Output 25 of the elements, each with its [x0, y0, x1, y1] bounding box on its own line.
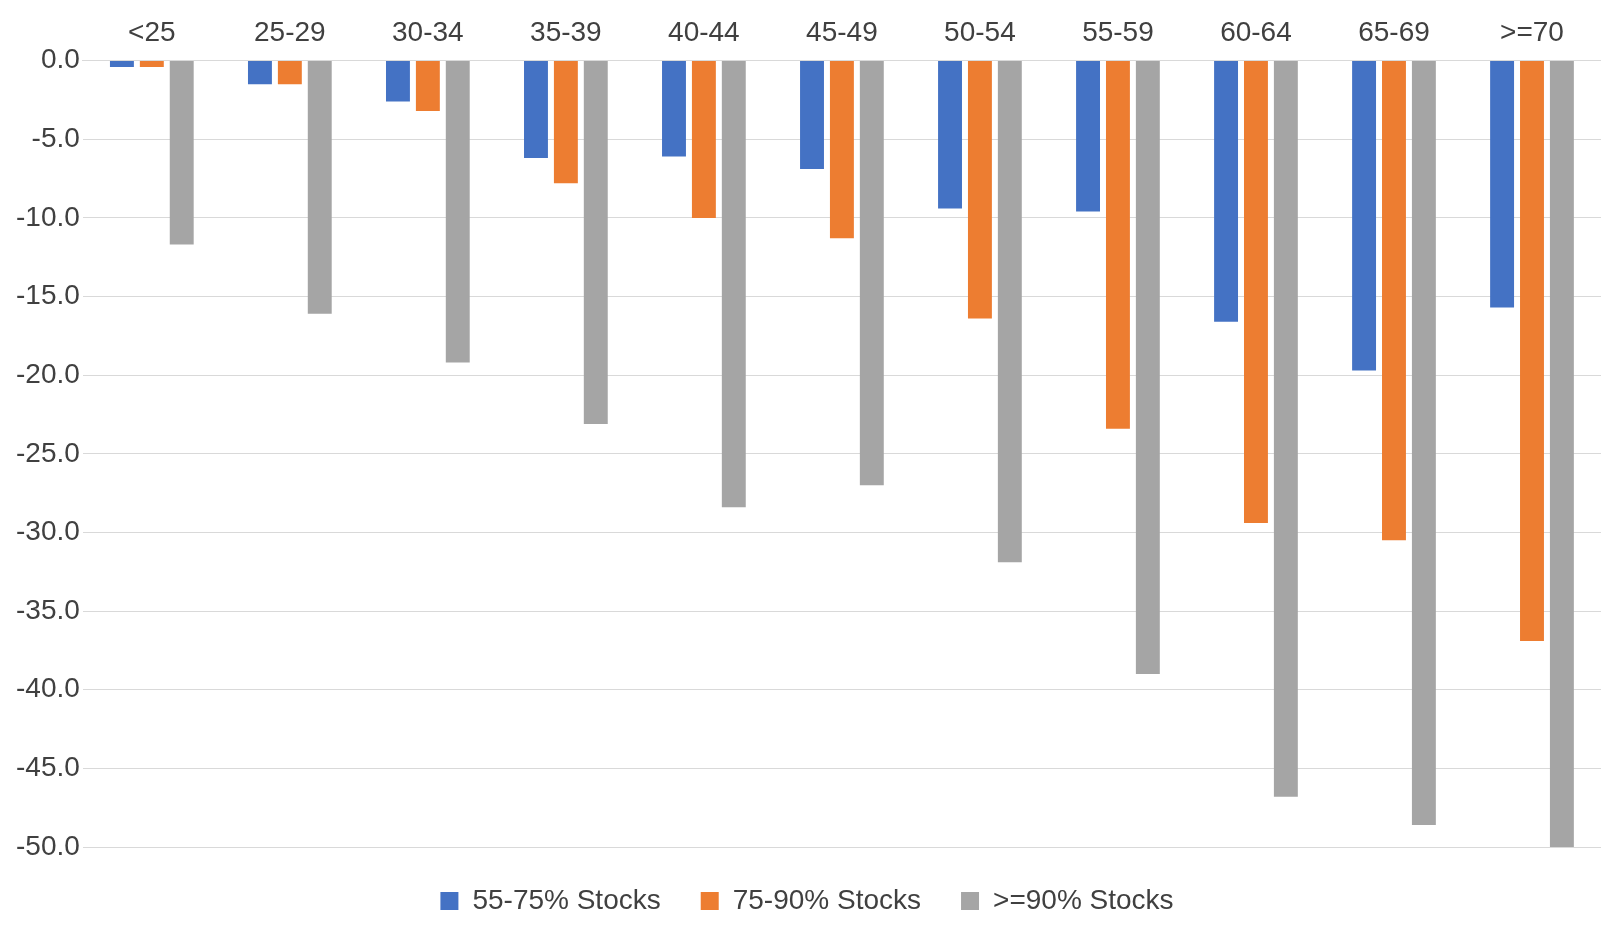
y-tick-label: -15.0: [15, 279, 80, 311]
x-tick-label: <25: [128, 15, 176, 47]
y-tick-label: -40.0: [15, 672, 80, 704]
y-tick-label: -35.0: [15, 593, 80, 625]
x-tick-label: 45-49: [806, 15, 878, 47]
x-tick-label: 55-59: [1082, 15, 1154, 47]
legend-label: >=90% Stocks: [993, 883, 1174, 915]
x-tick-label: 35-39: [530, 15, 602, 47]
y-tick-label: -10.0: [15, 200, 80, 232]
x-tick-label: 50-54: [944, 15, 1016, 47]
y-tick-label: -30.0: [15, 515, 80, 547]
x-tick-label: 65-69: [1358, 15, 1430, 47]
legend-label: 55-75% Stocks: [472, 883, 661, 915]
y-tick-label: -20.0: [15, 357, 80, 389]
x-tick-label: >=70: [1500, 15, 1564, 47]
y-tick-label: -45.0: [15, 751, 80, 783]
legend-label: 75-90% Stocks: [732, 883, 922, 915]
x-tick-label: 60-64: [1220, 15, 1292, 47]
y-tick-label: -25.0: [15, 436, 80, 468]
y-tick-label: 0.0: [40, 43, 80, 75]
x-tick-label: 25-29: [254, 15, 326, 47]
y-tick-label: -50.0: [15, 829, 80, 861]
y-tick-label: -5.0: [31, 121, 80, 153]
x-tick-label: 40-44: [668, 15, 740, 47]
x-tick-label: 30-34: [392, 15, 464, 47]
